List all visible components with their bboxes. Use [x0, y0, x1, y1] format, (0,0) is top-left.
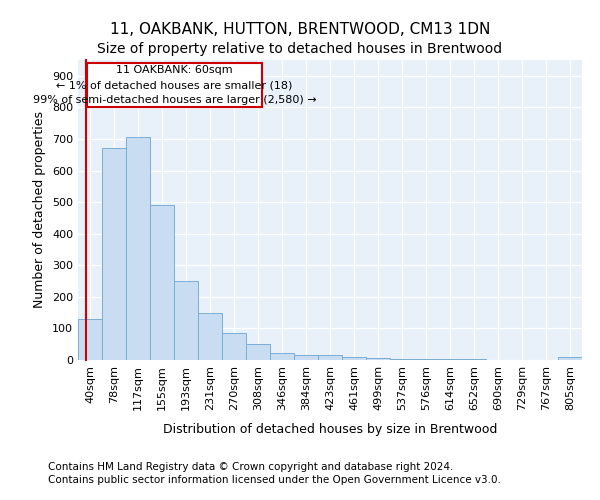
Bar [558, 357, 582, 360]
Bar [222, 333, 246, 360]
Bar [390, 359, 414, 360]
Text: 11, OAKBANK, HUTTON, BRENTWOOD, CM13 1DN: 11, OAKBANK, HUTTON, BRENTWOOD, CM13 1DN [110, 22, 490, 38]
Text: Distribution of detached houses by size in Brentwood: Distribution of detached houses by size … [163, 424, 497, 436]
Bar [366, 358, 390, 360]
Bar [126, 138, 150, 360]
Bar [198, 312, 222, 360]
Text: Contains HM Land Registry data © Crown copyright and database right 2024.: Contains HM Land Registry data © Crown c… [48, 462, 454, 472]
Bar [102, 148, 126, 360]
Bar [270, 353, 294, 360]
Bar [438, 359, 462, 360]
Bar [150, 206, 174, 360]
Bar [294, 354, 318, 360]
Text: Contains public sector information licensed under the Open Government Licence v3: Contains public sector information licen… [48, 475, 501, 485]
Text: 11 OAKBANK: 60sqm
← 1% of detached houses are smaller (18)
99% of semi-detached : 11 OAKBANK: 60sqm ← 1% of detached house… [32, 66, 316, 105]
Y-axis label: Number of detached properties: Number of detached properties [34, 112, 46, 308]
Bar [78, 319, 102, 360]
Bar [342, 357, 366, 360]
Bar [318, 354, 342, 360]
Bar [174, 281, 198, 360]
Text: Size of property relative to detached houses in Brentwood: Size of property relative to detached ho… [97, 42, 503, 56]
FancyBboxPatch shape [87, 63, 262, 108]
Bar [246, 344, 270, 360]
Bar [414, 359, 438, 360]
